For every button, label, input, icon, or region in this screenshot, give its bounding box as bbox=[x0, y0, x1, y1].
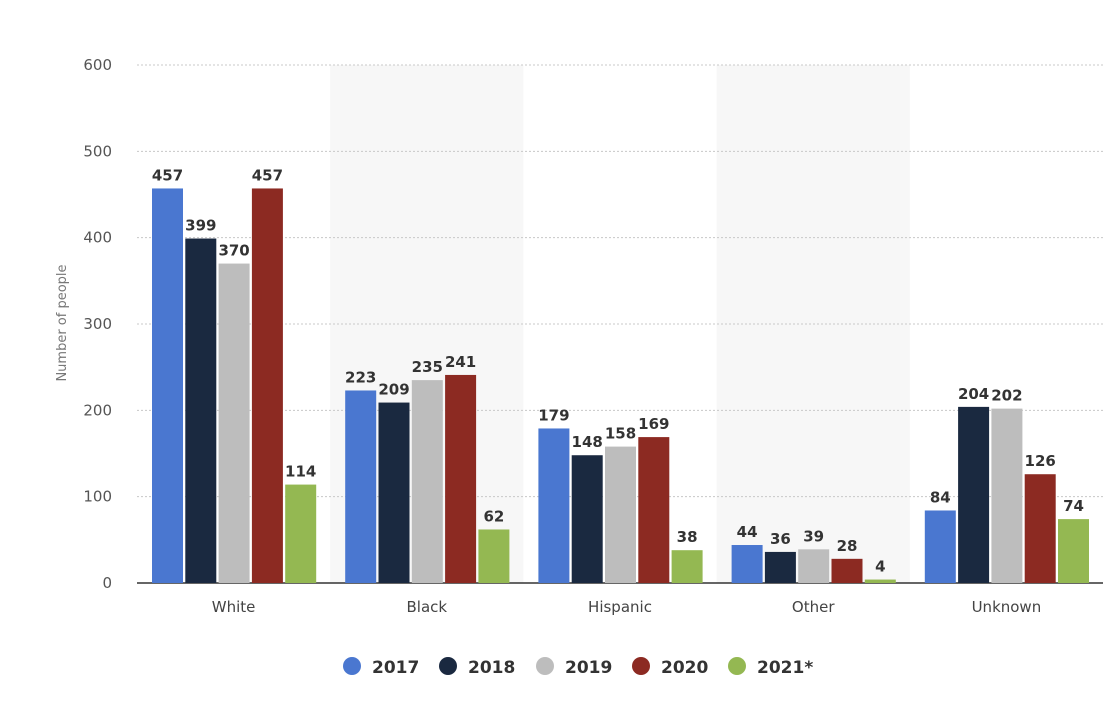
bar-2020-black bbox=[445, 374, 477, 583]
data-label: 44 bbox=[737, 523, 758, 541]
data-label: 84 bbox=[930, 488, 951, 506]
bar-2017-other bbox=[731, 545, 763, 583]
data-label: 241 bbox=[445, 353, 476, 371]
legend-marker bbox=[343, 657, 361, 675]
legend-label: 2017 bbox=[372, 658, 419, 678]
data-label: 28 bbox=[837, 537, 858, 555]
bar-2021-hispanic bbox=[671, 550, 703, 583]
y-tick-label: 300 bbox=[83, 315, 112, 333]
y-tick-label: 600 bbox=[83, 56, 112, 74]
bar-2020-other bbox=[831, 558, 863, 583]
x-tick-label: White bbox=[212, 598, 256, 616]
bar-2018-hispanic bbox=[571, 455, 603, 583]
data-label: 74 bbox=[1063, 497, 1084, 515]
y-tick-label: 100 bbox=[83, 488, 112, 506]
y-tick-label: 400 bbox=[83, 229, 112, 247]
data-label: 39 bbox=[803, 527, 824, 545]
legend-marker bbox=[536, 657, 554, 675]
data-label: 209 bbox=[378, 381, 409, 399]
data-label: 204 bbox=[958, 385, 989, 403]
bar-2021-unknown bbox=[1058, 519, 1089, 583]
bar-2018-white bbox=[185, 238, 217, 583]
data-label: 399 bbox=[185, 217, 216, 235]
data-label: 179 bbox=[538, 406, 569, 424]
y-tick-label: 500 bbox=[83, 142, 112, 160]
data-label: 126 bbox=[1025, 452, 1056, 470]
legend-label: 2021* bbox=[757, 658, 813, 678]
data-label: 169 bbox=[638, 415, 669, 433]
data-label: 38 bbox=[677, 528, 698, 546]
bar-2021-other bbox=[864, 579, 896, 583]
y-axis-label: Number of people bbox=[55, 264, 70, 381]
bar-2020-hispanic bbox=[638, 437, 670, 583]
x-tick-label: Other bbox=[792, 598, 835, 616]
bar-2019-black bbox=[411, 380, 443, 583]
data-label: 158 bbox=[605, 425, 636, 443]
data-label: 235 bbox=[412, 358, 443, 376]
bar-2020-white bbox=[251, 188, 283, 583]
x-tick-label: Black bbox=[407, 598, 448, 616]
bar-2019-white bbox=[218, 263, 250, 583]
bar-2019-other bbox=[798, 549, 830, 583]
data-label: 457 bbox=[152, 166, 183, 184]
y-tick-label: 0 bbox=[102, 574, 112, 592]
legend-item-2019[interactable]: 2019 bbox=[536, 657, 612, 678]
legend-label: 2020 bbox=[661, 658, 708, 678]
data-label: 148 bbox=[572, 433, 603, 451]
data-label: 4 bbox=[875, 558, 885, 576]
legend-item-2017[interactable]: 2017 bbox=[343, 657, 419, 678]
data-label: 223 bbox=[345, 368, 376, 386]
legend-label: 2019 bbox=[565, 658, 612, 678]
bar-2018-black bbox=[378, 402, 410, 583]
bar-2019-unknown bbox=[991, 408, 1023, 583]
y-tick-label: 200 bbox=[83, 401, 112, 419]
legend-item-2020[interactable]: 2020 bbox=[632, 657, 708, 678]
bar-2017-black bbox=[345, 390, 377, 583]
legend-marker bbox=[439, 657, 457, 675]
bar-2017-hispanic bbox=[538, 428, 570, 583]
data-label: 36 bbox=[770, 530, 791, 548]
data-label: 202 bbox=[991, 387, 1022, 405]
legend-label: 2018 bbox=[468, 658, 515, 678]
data-label: 62 bbox=[483, 507, 504, 525]
legend-item-2021[interactable]: 2021* bbox=[728, 657, 813, 678]
bar-2019-hispanic bbox=[605, 446, 636, 583]
legend-marker bbox=[632, 657, 650, 675]
legend-marker bbox=[728, 657, 746, 675]
bar-2017-white bbox=[152, 188, 183, 583]
x-tick-label: Hispanic bbox=[588, 598, 652, 616]
data-label: 457 bbox=[252, 166, 283, 184]
data-label: 370 bbox=[218, 242, 249, 260]
x-tick-label: Unknown bbox=[972, 598, 1042, 616]
bar-2021-black bbox=[478, 529, 510, 583]
data-label: 114 bbox=[285, 463, 316, 481]
bar-2020-unknown bbox=[1024, 474, 1056, 583]
bar-2017-unknown bbox=[924, 510, 956, 583]
bar-2018-other bbox=[764, 551, 796, 583]
bar-2018-unknown bbox=[958, 406, 990, 583]
legend-item-2018[interactable]: 2018 bbox=[439, 657, 515, 678]
bar-2021-white bbox=[285, 484, 317, 583]
